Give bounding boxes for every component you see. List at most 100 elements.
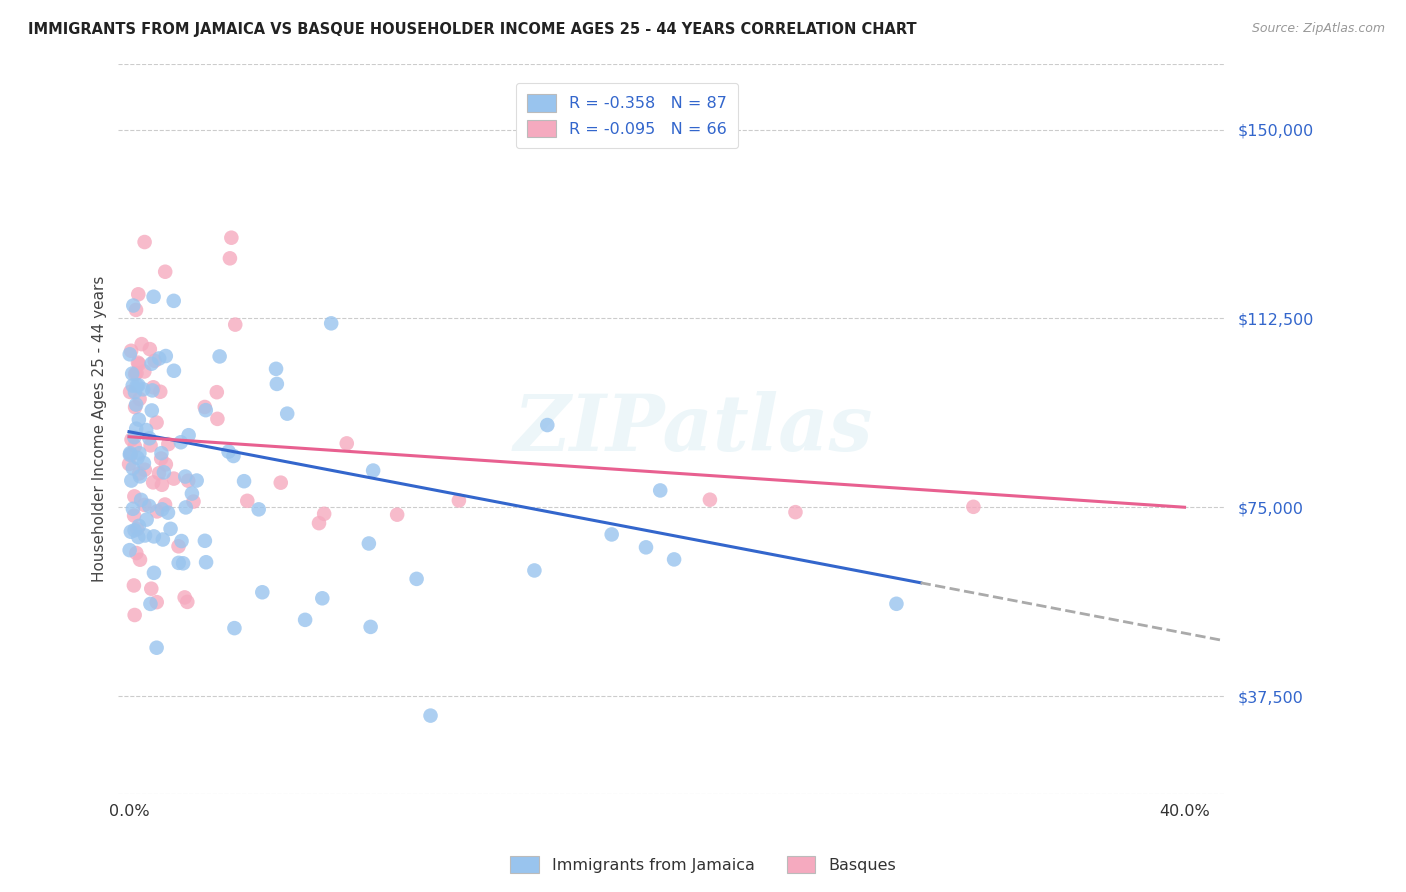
Point (134, 528, 156, 542)
Point (124, 385, 146, 400)
Point (785, 505, 807, 519)
Point (357, 536, 380, 550)
Point (156, 506, 179, 520)
Point (120, 446, 142, 460)
Point (247, 502, 270, 516)
Point (264, 361, 287, 376)
Point (139, 438, 162, 452)
Point (128, 467, 150, 481)
Point (634, 541, 657, 555)
Point (163, 293, 186, 308)
Point (120, 474, 142, 488)
Point (150, 502, 173, 516)
Point (208, 350, 231, 364)
Point (128, 412, 150, 426)
Point (124, 430, 146, 444)
Point (121, 461, 143, 475)
Point (131, 337, 153, 351)
Point (252, 585, 274, 599)
Point (127, 378, 149, 392)
Point (361, 464, 384, 478)
Point (134, 235, 156, 249)
Point (662, 552, 685, 566)
Point (360, 620, 382, 634)
Point (145, 595, 167, 609)
Point (118, 448, 141, 462)
Point (129, 469, 152, 483)
Point (180, 486, 202, 500)
Point (139, 597, 162, 611)
Point (127, 450, 149, 465)
Point (125, 546, 148, 560)
Point (194, 400, 217, 414)
Point (145, 640, 167, 655)
Point (523, 564, 546, 578)
Point (120, 524, 142, 539)
Text: IMMIGRANTS FROM JAMAICA VS BASQUE HOUSEHOLDER INCOME AGES 25 - 44 YEARS CORRELAT: IMMIGRANTS FROM JAMAICA VS BASQUE HOUSEH… (28, 22, 917, 37)
Point (122, 298, 145, 312)
Point (125, 302, 148, 317)
Point (121, 367, 143, 381)
Text: ZIPatlas: ZIPatlas (513, 391, 873, 467)
Point (405, 572, 427, 586)
Point (194, 403, 217, 417)
Point (142, 529, 165, 543)
Point (233, 474, 256, 488)
Point (170, 435, 193, 450)
Point (155, 349, 177, 363)
Point (127, 287, 149, 301)
Point (118, 543, 141, 558)
Point (163, 364, 186, 378)
Point (134, 463, 156, 477)
Point (149, 384, 172, 399)
Point (170, 534, 193, 549)
Point (194, 533, 217, 548)
Point (218, 444, 240, 458)
Point (536, 418, 558, 433)
Point (127, 530, 149, 544)
Point (128, 446, 150, 460)
Text: Source: ZipAtlas.com: Source: ZipAtlas.com (1251, 22, 1385, 36)
Point (127, 522, 149, 536)
Point (600, 527, 623, 541)
Point (121, 378, 143, 392)
Point (150, 477, 173, 491)
Point (205, 385, 228, 400)
Point (122, 501, 145, 516)
Point (129, 552, 152, 566)
Point (128, 392, 150, 406)
Point (447, 493, 470, 508)
Point (143, 354, 166, 368)
Point (142, 380, 165, 394)
Point (134, 498, 156, 512)
Point (336, 436, 359, 450)
Point (207, 412, 229, 426)
Point (141, 403, 163, 417)
Point (122, 508, 145, 523)
Point (145, 416, 167, 430)
Point (224, 621, 246, 635)
Point (886, 597, 908, 611)
Point (153, 265, 176, 279)
Legend: R = -0.358   N = 87, R = -0.095   N = 66: R = -0.358 N = 87, R = -0.095 N = 66 (516, 83, 738, 148)
Point (419, 708, 441, 723)
Point (148, 351, 170, 366)
Point (138, 499, 160, 513)
Point (222, 449, 245, 463)
Point (150, 446, 173, 460)
Point (135, 423, 157, 437)
Point (174, 469, 197, 483)
Point (177, 474, 200, 488)
Point (124, 607, 146, 622)
Point (132, 456, 155, 470)
Point (962, 500, 984, 514)
Point (163, 472, 186, 486)
Point (219, 252, 242, 266)
Point (650, 483, 672, 498)
Y-axis label: Householder Income Ages 25 - 44 years: Householder Income Ages 25 - 44 years (93, 276, 107, 582)
Point (224, 318, 246, 332)
Point (186, 474, 208, 488)
Point (153, 498, 176, 512)
Point (139, 342, 162, 356)
Point (142, 475, 165, 490)
